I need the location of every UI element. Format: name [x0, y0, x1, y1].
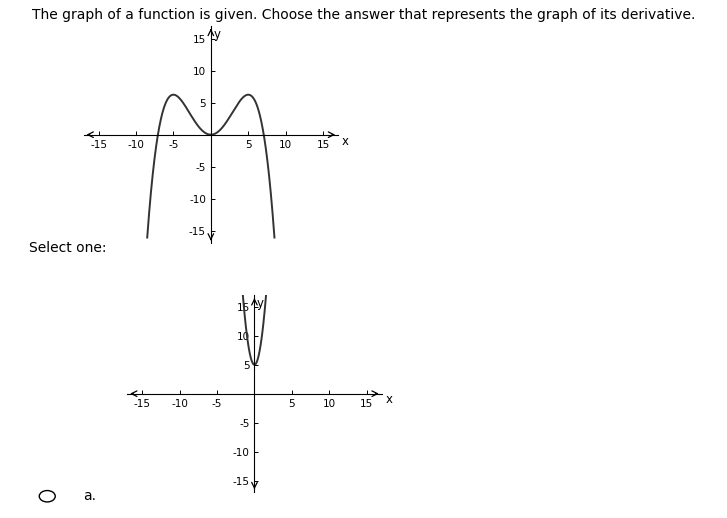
Text: x: x	[342, 135, 349, 148]
Text: The graph of a function is given. Choose the answer that represents the graph of: The graph of a function is given. Choose…	[32, 8, 695, 22]
Text: y: y	[257, 297, 264, 310]
Text: a.: a.	[84, 489, 97, 503]
Text: y: y	[213, 28, 220, 41]
Text: x: x	[385, 393, 393, 406]
Text: Select one:: Select one:	[29, 241, 107, 255]
